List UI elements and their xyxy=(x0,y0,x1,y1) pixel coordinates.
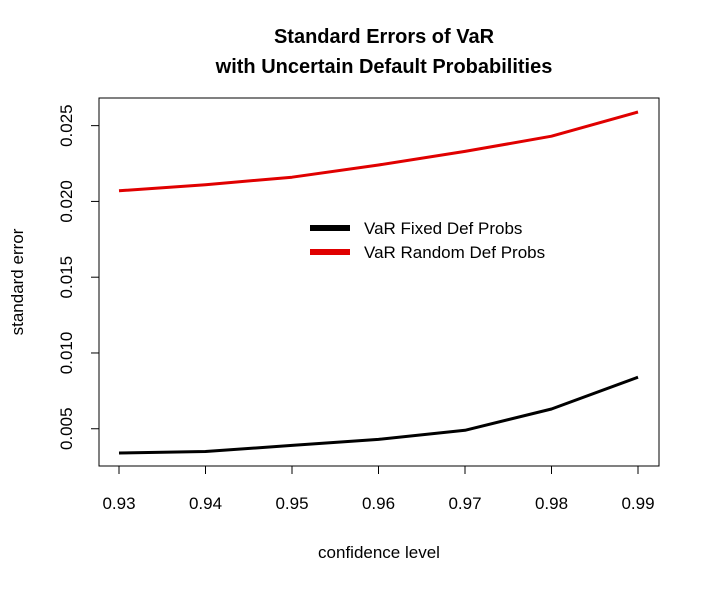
x-axis-label: confidence level xyxy=(318,543,440,562)
x-tick-label: 0.97 xyxy=(448,494,481,513)
chart-title-line-1: Standard Errors of VaR xyxy=(274,26,495,48)
series-line-random xyxy=(118,110,639,193)
x-tick-label: 0.95 xyxy=(275,494,308,513)
plot-frame xyxy=(98,97,660,467)
legend-label-fixed: VaR Fixed Def Probs xyxy=(364,219,522,238)
y-tick-label: 0.015 xyxy=(57,256,76,299)
y-axis-label: standard error xyxy=(8,228,27,335)
x-tick-label: 0.99 xyxy=(621,494,654,513)
y-tick-label: 0.005 xyxy=(57,407,76,450)
x-tick-label: 0.98 xyxy=(535,494,568,513)
x-tick-label: 0.93 xyxy=(102,494,135,513)
x-axis: 0.93 0.94 0.95 0.96 0.97 0.98 0.99 xyxy=(102,466,655,513)
series-layer xyxy=(118,110,639,455)
y-tick-label: 0.025 xyxy=(57,104,76,147)
x-tick-label: 0.96 xyxy=(362,494,395,513)
legend-label-random: VaR Random Def Probs xyxy=(364,243,545,262)
legend: VaR Fixed Def Probs VaR Random Def Probs xyxy=(310,219,545,262)
y-axis: 0.005 0.010 0.015 0.020 0.025 xyxy=(57,104,99,450)
y-tick-label: 0.010 xyxy=(57,332,76,375)
y-tick-label: 0.020 xyxy=(57,180,76,223)
series-line-fixed xyxy=(118,375,639,455)
x-tick-label: 0.94 xyxy=(189,494,222,513)
chart-title-line-2: with Uncertain Default Probabilities xyxy=(215,56,553,78)
